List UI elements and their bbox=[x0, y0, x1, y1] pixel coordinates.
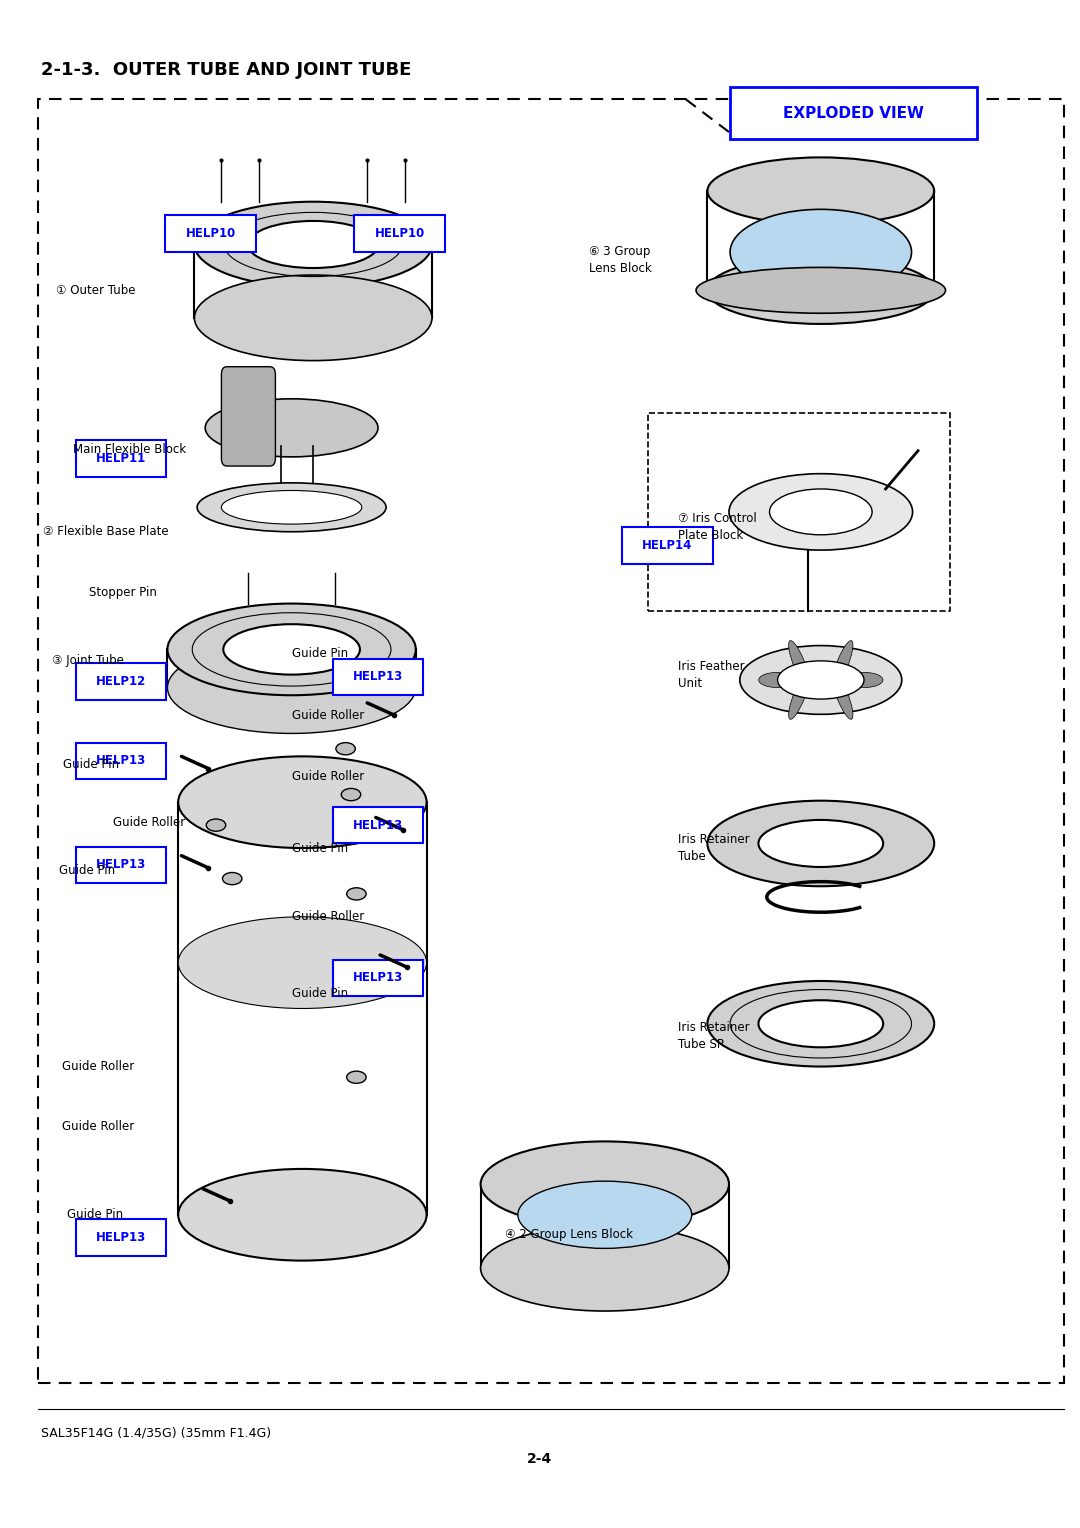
Ellipse shape bbox=[769, 489, 873, 535]
Text: Guide Roller: Guide Roller bbox=[292, 709, 364, 721]
FancyBboxPatch shape bbox=[622, 527, 713, 564]
Ellipse shape bbox=[247, 222, 378, 267]
FancyBboxPatch shape bbox=[76, 663, 166, 700]
FancyBboxPatch shape bbox=[76, 743, 166, 779]
Text: HELP11: HELP11 bbox=[96, 452, 146, 465]
Text: Iris Retainer
Tube: Iris Retainer Tube bbox=[678, 833, 750, 863]
Text: Guide Roller: Guide Roller bbox=[62, 1060, 134, 1073]
Text: SAL35F14G (1.4/35G) (35mm F1.4G): SAL35F14G (1.4/35G) (35mm F1.4G) bbox=[41, 1427, 271, 1439]
Ellipse shape bbox=[740, 645, 902, 715]
FancyBboxPatch shape bbox=[730, 87, 977, 139]
Text: HELP10: HELP10 bbox=[186, 228, 235, 240]
Ellipse shape bbox=[696, 267, 946, 313]
Ellipse shape bbox=[347, 1071, 366, 1083]
Text: ④ 2 Group Lens Block: ④ 2 Group Lens Block bbox=[505, 1229, 634, 1241]
Text: Guide Pin: Guide Pin bbox=[63, 758, 119, 770]
Ellipse shape bbox=[198, 483, 387, 532]
Ellipse shape bbox=[758, 1001, 883, 1047]
Text: HELP13: HELP13 bbox=[96, 755, 146, 767]
Ellipse shape bbox=[336, 743, 355, 755]
Ellipse shape bbox=[832, 672, 853, 720]
Ellipse shape bbox=[167, 642, 416, 733]
Ellipse shape bbox=[224, 625, 360, 675]
Ellipse shape bbox=[729, 474, 913, 550]
FancyBboxPatch shape bbox=[221, 367, 275, 466]
Ellipse shape bbox=[205, 399, 378, 457]
FancyBboxPatch shape bbox=[165, 215, 256, 252]
Ellipse shape bbox=[347, 888, 366, 900]
Ellipse shape bbox=[221, 490, 362, 524]
Ellipse shape bbox=[845, 672, 883, 688]
Ellipse shape bbox=[730, 209, 912, 295]
Text: ⑥ 3 Group
Lens Block: ⑥ 3 Group Lens Block bbox=[589, 244, 651, 275]
Text: Guide Roller: Guide Roller bbox=[113, 816, 186, 828]
Ellipse shape bbox=[707, 981, 934, 1067]
Ellipse shape bbox=[341, 788, 361, 801]
Text: ① Outer Tube: ① Outer Tube bbox=[56, 284, 136, 296]
FancyBboxPatch shape bbox=[333, 807, 423, 843]
Ellipse shape bbox=[518, 1181, 692, 1248]
Text: Guide Pin: Guide Pin bbox=[292, 842, 348, 854]
Text: Guide Pin: Guide Pin bbox=[59, 865, 116, 877]
Ellipse shape bbox=[778, 660, 864, 700]
Ellipse shape bbox=[178, 1169, 427, 1261]
Text: HELP13: HELP13 bbox=[353, 819, 403, 831]
Ellipse shape bbox=[707, 801, 934, 886]
FancyBboxPatch shape bbox=[354, 215, 445, 252]
Text: 2-1-3.  OUTER TUBE AND JOINT TUBE: 2-1-3. OUTER TUBE AND JOINT TUBE bbox=[41, 61, 411, 79]
Ellipse shape bbox=[707, 257, 934, 324]
Text: Stopper Pin: Stopper Pin bbox=[89, 587, 157, 599]
Text: Main Flexible Block: Main Flexible Block bbox=[73, 443, 187, 455]
FancyBboxPatch shape bbox=[76, 847, 166, 883]
Text: EXPLODED VIEW: EXPLODED VIEW bbox=[783, 105, 924, 121]
Text: ③ Joint Tube: ③ Joint Tube bbox=[52, 654, 124, 666]
Ellipse shape bbox=[832, 640, 853, 688]
FancyBboxPatch shape bbox=[76, 1219, 166, 1256]
Ellipse shape bbox=[194, 202, 432, 287]
Ellipse shape bbox=[167, 604, 416, 695]
Text: Guide Pin: Guide Pin bbox=[292, 987, 348, 999]
Text: Iris Feather
Unit: Iris Feather Unit bbox=[678, 660, 745, 691]
Text: HELP13: HELP13 bbox=[96, 1232, 146, 1244]
Text: HELP13: HELP13 bbox=[96, 859, 146, 871]
Ellipse shape bbox=[788, 640, 810, 688]
Text: Guide Roller: Guide Roller bbox=[292, 770, 364, 782]
Ellipse shape bbox=[788, 672, 810, 720]
Ellipse shape bbox=[481, 1141, 729, 1227]
Text: HELP10: HELP10 bbox=[375, 228, 424, 240]
Text: HELP14: HELP14 bbox=[643, 539, 692, 552]
Ellipse shape bbox=[194, 275, 432, 361]
Text: HELP13: HELP13 bbox=[353, 972, 403, 984]
Text: HELP12: HELP12 bbox=[96, 675, 146, 688]
Text: Iris Retainer
Tube SP: Iris Retainer Tube SP bbox=[678, 1021, 750, 1051]
Ellipse shape bbox=[178, 917, 427, 1008]
Ellipse shape bbox=[759, 672, 797, 688]
FancyBboxPatch shape bbox=[333, 960, 423, 996]
Ellipse shape bbox=[707, 157, 934, 225]
Ellipse shape bbox=[178, 756, 427, 848]
Ellipse shape bbox=[222, 872, 242, 885]
Ellipse shape bbox=[758, 821, 883, 866]
Text: ⑦ Iris Control
Plate Block: ⑦ Iris Control Plate Block bbox=[678, 512, 757, 542]
Text: ② Flexible Base Plate: ② Flexible Base Plate bbox=[43, 526, 168, 538]
Text: Guide Roller: Guide Roller bbox=[62, 1120, 134, 1132]
Ellipse shape bbox=[206, 819, 226, 831]
Text: Guide Pin: Guide Pin bbox=[292, 648, 348, 660]
FancyBboxPatch shape bbox=[76, 440, 166, 477]
FancyBboxPatch shape bbox=[333, 659, 423, 695]
Text: 2-4: 2-4 bbox=[527, 1452, 553, 1467]
Ellipse shape bbox=[481, 1225, 729, 1311]
Text: Guide Roller: Guide Roller bbox=[292, 911, 364, 923]
Text: HELP13: HELP13 bbox=[353, 671, 403, 683]
Text: Guide Pin: Guide Pin bbox=[67, 1209, 123, 1221]
